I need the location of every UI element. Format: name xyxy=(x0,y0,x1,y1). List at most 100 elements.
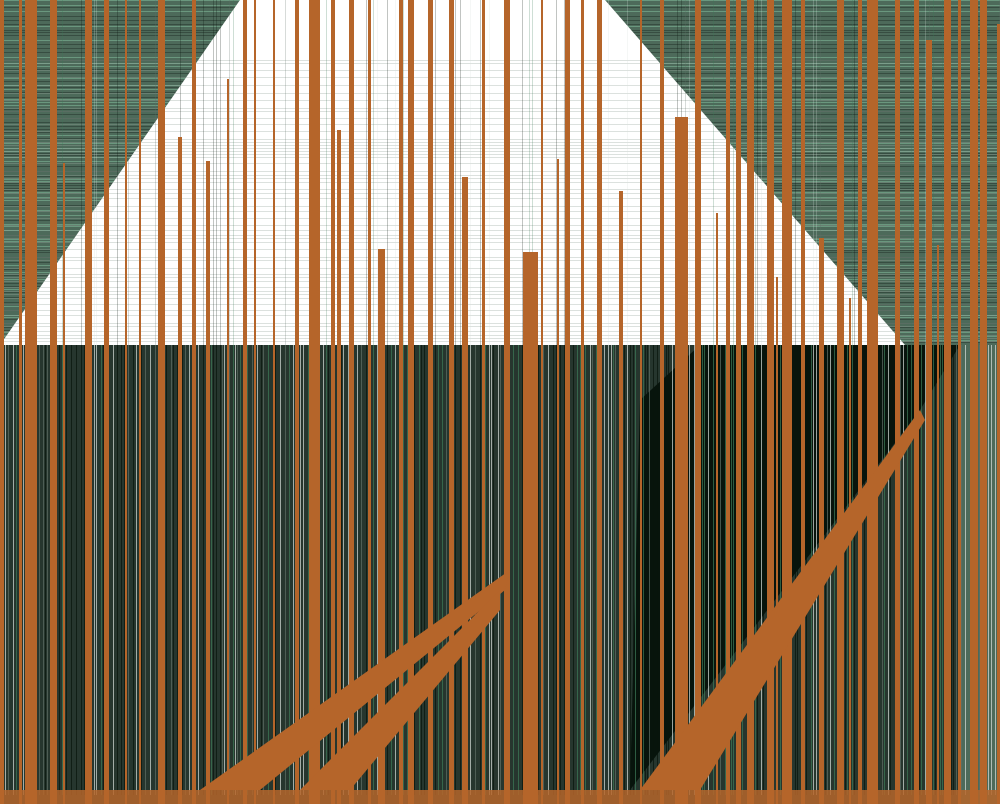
texture-line xyxy=(198,345,199,795)
orange-stripe xyxy=(782,0,789,804)
orange-stripe xyxy=(914,0,919,804)
texture-line xyxy=(373,0,374,345)
texture-line xyxy=(590,345,591,795)
texture-line xyxy=(323,345,324,795)
texture-line xyxy=(0,85,1000,86)
texture-line xyxy=(387,0,388,345)
texture-line xyxy=(81,345,82,795)
texture-line xyxy=(0,124,1000,125)
texture-line xyxy=(470,0,471,345)
texture-line xyxy=(491,345,492,795)
texture-line xyxy=(0,148,1000,149)
orange-stripe xyxy=(980,0,987,804)
orange-stripe xyxy=(937,245,939,804)
texture-line xyxy=(128,0,129,345)
texture-line xyxy=(795,345,796,795)
texture-line xyxy=(480,0,481,345)
texture-line xyxy=(419,345,420,795)
texture-line xyxy=(0,291,1000,292)
texture-line xyxy=(720,345,721,795)
texture-line xyxy=(0,77,1000,78)
orange-stripe xyxy=(428,0,433,804)
orange-stripe xyxy=(408,0,414,804)
orange-stripe xyxy=(378,249,385,804)
texture-line xyxy=(407,345,408,795)
texture-line xyxy=(173,345,174,795)
texture-line xyxy=(816,0,817,345)
texture-line xyxy=(480,345,481,795)
texture-line xyxy=(0,151,1000,152)
texture-line xyxy=(84,345,85,795)
orange-stripe xyxy=(178,137,182,804)
texture-line xyxy=(761,0,762,345)
texture-line xyxy=(0,304,1000,305)
texture-line xyxy=(564,0,565,345)
texture-line xyxy=(522,345,523,795)
texture-line xyxy=(689,0,690,345)
texture-line xyxy=(303,345,304,795)
texture-line xyxy=(216,0,217,345)
texture-line xyxy=(0,111,1000,112)
texture-line xyxy=(62,345,63,795)
texture-line xyxy=(0,225,1000,226)
texture-line xyxy=(366,345,367,795)
texture-line xyxy=(0,281,1000,282)
texture-line xyxy=(326,0,327,345)
texture-line xyxy=(852,345,853,795)
texture-line xyxy=(560,345,561,795)
texture-line xyxy=(0,175,1000,176)
texture-line xyxy=(0,335,1000,336)
orange-stripe xyxy=(926,40,932,804)
texture-line xyxy=(761,345,762,795)
texture-line xyxy=(373,345,374,795)
texture-line xyxy=(854,0,855,345)
orange-diagonal-wedge-left xyxy=(200,570,510,790)
texture-line xyxy=(577,345,578,795)
texture-line xyxy=(780,345,781,795)
texture-line xyxy=(611,345,612,795)
orange-stripe xyxy=(849,298,851,804)
texture-line xyxy=(647,345,648,795)
orange-stripe xyxy=(399,0,403,804)
orange-stripe xyxy=(581,0,584,804)
texture-line xyxy=(903,345,904,795)
texture-line xyxy=(113,345,114,795)
orange-stripe xyxy=(557,159,559,804)
texture-line xyxy=(940,345,941,795)
texture-line xyxy=(182,345,183,795)
orange-stripe xyxy=(85,0,92,804)
texture-line xyxy=(0,287,1000,288)
orange-stripe xyxy=(873,0,878,804)
texture-line xyxy=(0,249,1000,250)
orange-stripe xyxy=(944,0,951,804)
texture-line xyxy=(289,345,290,795)
orange-stripe xyxy=(675,117,688,804)
texture-line xyxy=(797,345,798,795)
texture-line xyxy=(424,345,425,795)
orange-stripe xyxy=(695,0,701,804)
texture-line xyxy=(141,345,142,795)
texture-line xyxy=(203,0,204,345)
orange-stripe xyxy=(50,0,57,804)
texture-line xyxy=(522,0,523,345)
texture-line xyxy=(0,242,1000,243)
texture-line xyxy=(470,345,471,795)
texture-line xyxy=(988,345,989,795)
texture-line xyxy=(624,345,625,795)
texture-line xyxy=(543,345,544,795)
orange-stripe xyxy=(158,0,165,804)
orange-stripe xyxy=(206,161,210,804)
texture-line xyxy=(942,345,943,795)
texture-line xyxy=(0,100,1000,101)
texture-line xyxy=(956,345,957,795)
orange-stripe xyxy=(192,0,196,804)
orange-stripe xyxy=(776,277,778,804)
texture-line xyxy=(615,345,616,795)
orange-diagonal-wedge-center xyxy=(300,590,500,790)
texture-line xyxy=(0,206,1000,207)
texture-line xyxy=(224,345,225,795)
texture-line xyxy=(596,345,597,795)
texture-line xyxy=(252,345,253,795)
texture-line xyxy=(532,0,533,345)
texture-line xyxy=(755,345,756,795)
